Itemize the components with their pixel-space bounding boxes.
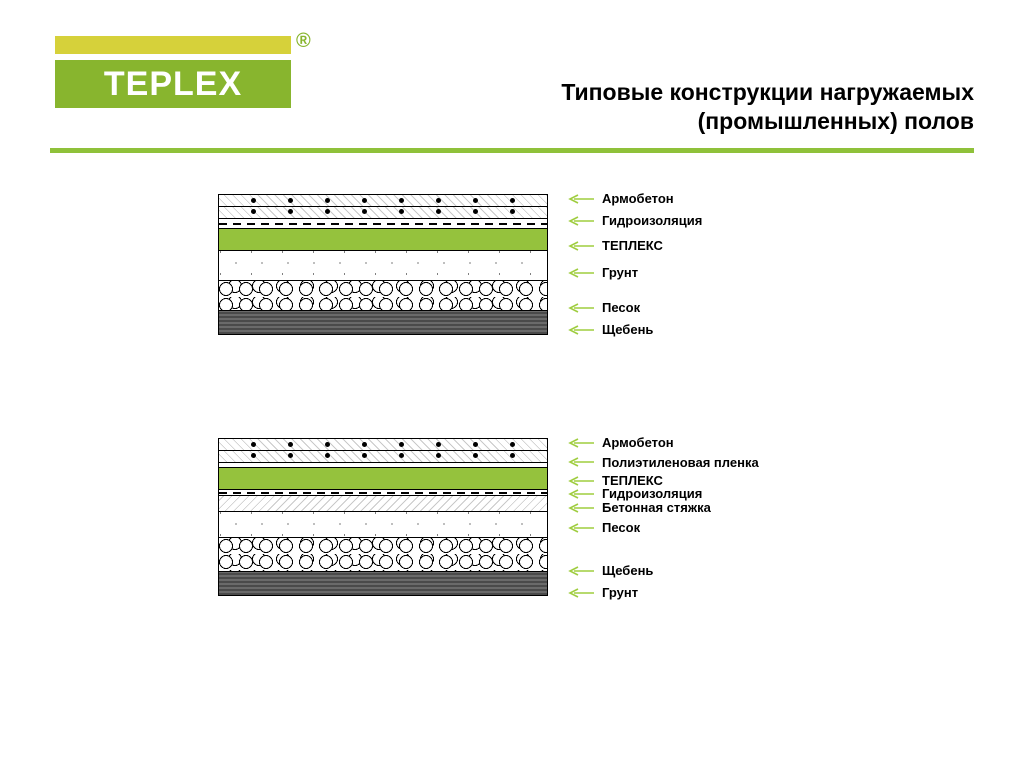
layer-label-text: Бетонная стяжка	[602, 500, 711, 515]
layer-label: Бетонная стяжка	[568, 500, 711, 515]
arrow-icon	[568, 325, 594, 335]
layer-label: Щебень	[568, 563, 653, 578]
logo-accent-bar	[55, 36, 291, 54]
arrow-icon	[568, 588, 594, 598]
arrow-icon	[568, 241, 594, 251]
layer-label-text: Армобетон	[602, 191, 674, 206]
layer	[219, 281, 547, 311]
layer	[219, 572, 547, 596]
arrow-icon	[568, 216, 594, 226]
layer-label: Щебень	[568, 322, 653, 337]
layer	[219, 219, 547, 229]
layer-label-text: Песок	[602, 520, 640, 535]
layer	[219, 538, 547, 572]
layer-label-text: ТЕПЛЕКС	[602, 238, 663, 253]
arrow-icon	[568, 503, 594, 513]
layer	[219, 512, 547, 538]
layer-label: ТЕПЛЕКС	[568, 238, 663, 253]
layer-label-text: Полиэтиленовая пленка	[602, 455, 759, 470]
layer	[219, 468, 547, 490]
brand-logo: TEPLEX	[55, 36, 291, 108]
title-divider	[50, 148, 974, 153]
arrow-icon	[568, 438, 594, 448]
layer-label: Гидроизоляция	[568, 486, 702, 501]
arrow-icon	[568, 194, 594, 204]
layer-label-text: Песок	[602, 300, 640, 315]
layer-label: Грунт	[568, 585, 638, 600]
layer-label: Гидроизоляция	[568, 213, 702, 228]
layer-label-text: Армобетон	[602, 435, 674, 450]
layer	[219, 229, 547, 251]
arrow-icon	[568, 476, 594, 486]
title-line-2: (промышленных) полов	[434, 107, 974, 136]
layer-label-text: Гидроизоляция	[602, 213, 702, 228]
arrow-icon	[568, 303, 594, 313]
layer-label: Армобетон	[568, 191, 674, 206]
layer-label: Грунт	[568, 265, 638, 280]
layer-label-text: Щебень	[602, 322, 653, 337]
page-title: Типовые конструкции нагружаемых (промышл…	[434, 78, 974, 136]
arrow-icon	[568, 457, 594, 467]
layer-label: Армобетон	[568, 435, 674, 450]
layer-label-text: Грунт	[602, 265, 638, 280]
arrow-icon	[568, 489, 594, 499]
layer	[219, 311, 547, 335]
layer-stack	[218, 194, 548, 335]
registered-mark: ®	[296, 30, 311, 53]
layer	[219, 439, 547, 463]
layer-label-text: Щебень	[602, 563, 653, 578]
arrow-icon	[568, 566, 594, 576]
layer-label: Полиэтиленовая пленка	[568, 455, 759, 470]
layer	[219, 496, 547, 512]
layer-label-text: Грунт	[602, 585, 638, 600]
logo-wordmark: TEPLEX	[55, 60, 291, 108]
arrow-icon	[568, 268, 594, 278]
layer	[219, 195, 547, 219]
layer-label: Песок	[568, 520, 640, 535]
layer-label: Песок	[568, 300, 640, 315]
title-line-1: Типовые конструкции нагружаемых	[434, 78, 974, 107]
layer	[219, 251, 547, 281]
layer-stack	[218, 438, 548, 596]
arrow-icon	[568, 523, 594, 533]
layer-label-text: Гидроизоляция	[602, 486, 702, 501]
